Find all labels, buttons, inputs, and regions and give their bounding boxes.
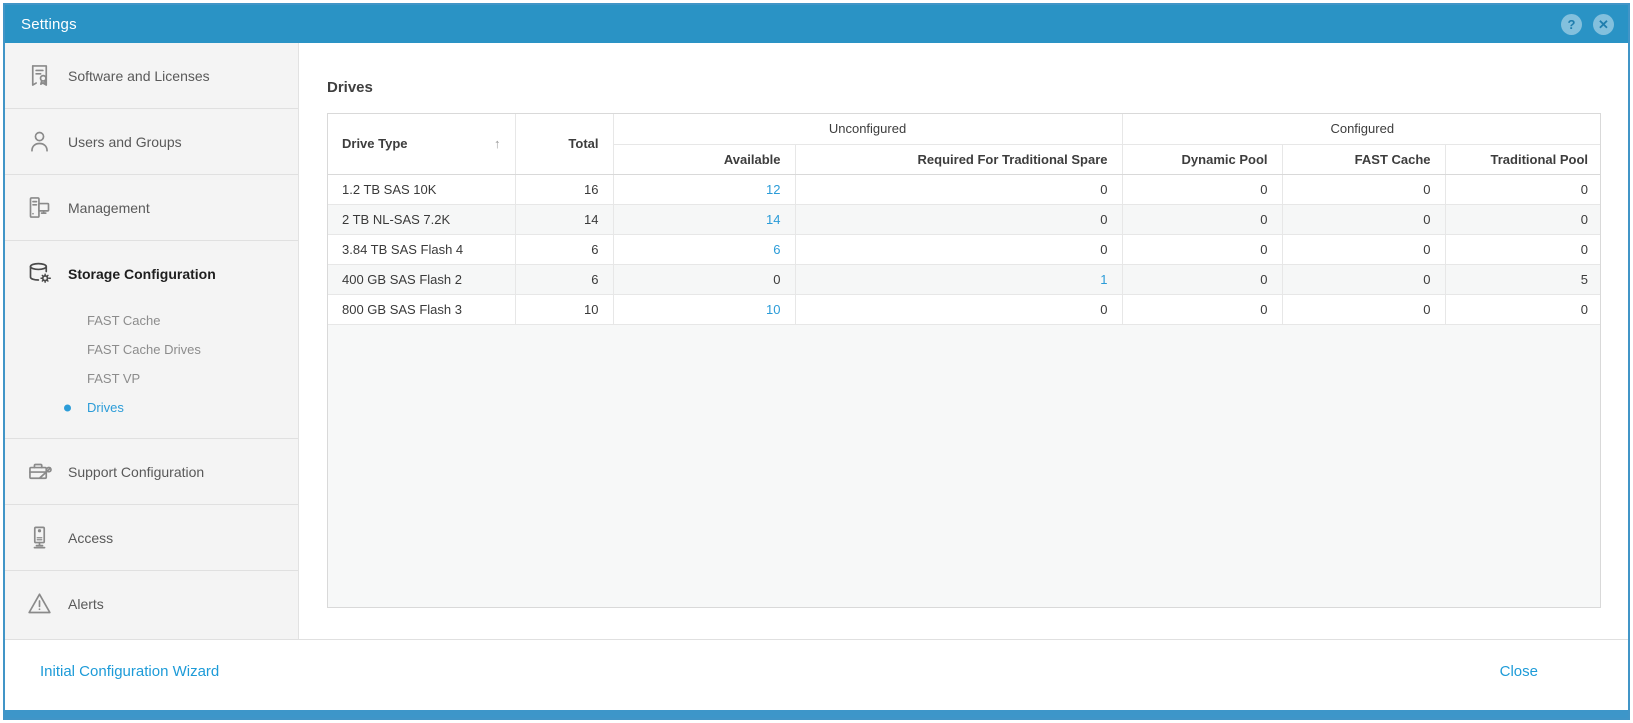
dialog-footer: Initial Configuration Wizard Close	[5, 639, 1628, 710]
cell-traditional-pool: 0	[1444, 293, 1600, 325]
cell-dynamic-pool: 0	[1121, 293, 1283, 325]
cell-fast-cache: 0	[1281, 293, 1446, 325]
cell-available-link[interactable]: 10	[612, 293, 796, 325]
table-row[interactable]: 1.2 TB SAS 10K 16 12 0 0 0 0	[328, 173, 1600, 205]
cell-total: 14	[514, 203, 614, 235]
initial-configuration-wizard-link[interactable]: Initial Configuration Wizard	[40, 662, 220, 680]
cell-traditional-pool: 0	[1444, 233, 1600, 265]
cell-total: 6	[514, 263, 614, 295]
sidebar-subitem-fast-vp[interactable]: FAST VP	[87, 371, 141, 386]
table-row[interactable]: 2 TB NL-SAS 7.2K 14 14 0 0 0 0	[328, 203, 1600, 235]
column-header-available[interactable]: Available	[613, 143, 796, 175]
storage-icon	[26, 260, 53, 287]
column-header-drive-type-label: Drive Type	[342, 136, 408, 152]
sidebar-item-users-and-groups[interactable]: Users and Groups	[5, 109, 298, 174]
cell-traditional-pool: 5	[1444, 263, 1600, 295]
sidebar-subitem-drives[interactable]: Drives	[5, 393, 298, 422]
sidebar-divider	[5, 438, 298, 439]
alerts-icon	[26, 590, 53, 617]
cell-required-spare: 0	[794, 173, 1123, 205]
sidebar-divider	[5, 240, 298, 241]
drives-table-grid: Drive Type ↑ Total Unconfigured Configur…	[328, 114, 1600, 325]
column-group-configured: Configured	[1121, 114, 1600, 145]
sidebar-item-management[interactable]: Management	[5, 175, 298, 240]
close-button[interactable]: Close	[1499, 662, 1538, 680]
sidebar-item-label: Users and Groups	[68, 133, 182, 150]
sidebar-item-software-and-licenses[interactable]: Software and Licenses	[5, 43, 298, 108]
sidebar-item-label: Access	[68, 529, 114, 546]
cell-required-spare: 0	[794, 203, 1123, 235]
sidebar-item-access[interactable]: Access	[5, 505, 298, 570]
sidebar-divider	[5, 504, 298, 505]
cell-total: 6	[514, 233, 614, 265]
license-icon	[26, 62, 53, 89]
sort-ascending-icon: ↑	[494, 136, 501, 152]
sidebar-item-support-configuration[interactable]: Support Configuration	[5, 439, 298, 504]
sidebar: Software and Licenses Users and Groups Man…	[5, 43, 299, 639]
support-icon	[26, 458, 53, 485]
help-icon[interactable]: ?	[1561, 13, 1582, 35]
drives-table: Drive Type ↑ Total Unconfigured Configur…	[327, 113, 1601, 608]
cell-traditional-pool: 0	[1444, 203, 1600, 235]
sidebar-subitem-fast-cache-drives[interactable]: FAST Cache Drives	[87, 342, 201, 357]
cell-drive-type: 400 GB SAS Flash 2	[328, 263, 516, 295]
cell-available: 0	[612, 263, 796, 295]
titlebar: Settings ? ✕	[5, 5, 1628, 43]
window-bottom-bar	[5, 710, 1628, 718]
sidebar-subitems: FAST Cache FAST Cache Drives FAST VP Drives	[5, 306, 298, 438]
table-row[interactable]: 800 GB SAS Flash 3 10 10 0 0 0 0	[328, 293, 1600, 325]
cell-traditional-pool: 0	[1444, 173, 1600, 205]
sidebar-subitem-fast-cache[interactable]: FAST Cache	[87, 313, 161, 328]
cell-drive-type: 800 GB SAS Flash 3	[328, 293, 516, 325]
cell-drive-type: 3.84 TB SAS Flash 4	[328, 233, 516, 265]
sidebar-item-label: Alerts	[68, 595, 104, 612]
column-group-unconfigured: Unconfigured	[612, 114, 1123, 145]
sidebar-divider	[5, 174, 298, 175]
main-content: Drives Drive Type ↑ Total	[299, 43, 1628, 639]
column-header-dynamic-pool[interactable]: Dynamic Pool	[1121, 143, 1283, 175]
sidebar-item-label: Management	[68, 199, 150, 216]
cell-total: 16	[514, 173, 614, 205]
cell-required-spare: 0	[794, 293, 1123, 325]
close-icon[interactable]: ✕	[1593, 13, 1614, 35]
titlebar-icons: ? ✕	[1561, 13, 1614, 35]
cell-available-link[interactable]: 6	[612, 233, 796, 265]
cell-available-link[interactable]: 12	[612, 173, 796, 205]
users-icon	[26, 128, 53, 155]
window-title: Settings	[21, 15, 77, 33]
sidebar-item-label: Support Configuration	[68, 463, 205, 480]
column-header-traditional-pool[interactable]: Traditional Pool	[1444, 143, 1600, 175]
sidebar-item-alerts[interactable]: Alerts	[5, 571, 298, 636]
cell-fast-cache: 0	[1281, 233, 1446, 265]
cell-drive-type: 1.2 TB SAS 10K	[328, 173, 516, 205]
cell-fast-cache: 0	[1281, 173, 1446, 205]
sidebar-item-label: Software and Licenses	[68, 67, 210, 84]
cell-fast-cache: 0	[1281, 203, 1446, 235]
cell-dynamic-pool: 0	[1121, 263, 1283, 295]
sidebar-item-storage-configuration[interactable]: Storage Configuration	[5, 241, 298, 306]
cell-dynamic-pool: 0	[1121, 203, 1283, 235]
cell-available-link[interactable]: 14	[612, 203, 796, 235]
column-header-required-for-traditional-spare[interactable]: Required For Traditional Spare	[794, 143, 1123, 175]
settings-window: Settings ? ✕ Software and Licenses Users …	[3, 3, 1630, 720]
sidebar-divider	[5, 108, 298, 109]
cell-required-spare: 0	[794, 233, 1123, 265]
sidebar-item-label: Storage Configuration	[68, 265, 216, 282]
column-header-fast-cache[interactable]: FAST Cache	[1281, 143, 1446, 175]
cell-drive-type: 2 TB NL-SAS 7.2K	[328, 203, 516, 235]
column-header-drive-type[interactable]: Drive Type ↑	[328, 114, 516, 175]
cell-dynamic-pool: 0	[1121, 233, 1283, 265]
cell-dynamic-pool: 0	[1121, 173, 1283, 205]
cell-required-spare-link[interactable]: 1	[794, 263, 1123, 295]
column-header-total[interactable]: Total	[514, 114, 614, 175]
cell-total: 10	[514, 293, 614, 325]
sidebar-divider	[5, 570, 298, 571]
dialog-body: Software and Licenses Users and Groups Man…	[5, 43, 1628, 639]
management-icon	[26, 194, 53, 221]
cell-fast-cache: 0	[1281, 263, 1446, 295]
access-icon	[26, 524, 53, 551]
page-title: Drives	[327, 79, 373, 96]
